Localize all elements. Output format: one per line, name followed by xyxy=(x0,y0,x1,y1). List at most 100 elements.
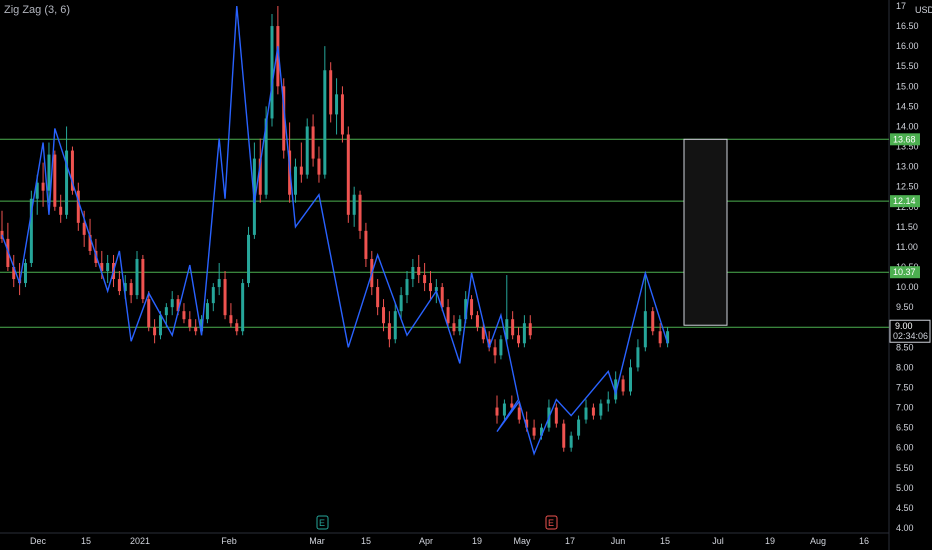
candle-body xyxy=(528,323,532,336)
candle-body xyxy=(299,166,303,175)
indicator-label[interactable]: Zig Zag (3, 6) xyxy=(4,4,71,16)
x-tick-label: Jul xyxy=(712,536,724,546)
candle-body xyxy=(495,407,499,416)
zigzag-line xyxy=(1,5,669,456)
candle-body xyxy=(323,70,327,175)
candle-body xyxy=(376,287,380,308)
level-tag-label: 13.68 xyxy=(893,134,916,144)
candle-body xyxy=(47,154,51,191)
y-tick-label: 4.50 xyxy=(896,503,914,513)
candle-body xyxy=(258,158,262,195)
candle-body xyxy=(517,335,521,344)
candle-body xyxy=(53,154,57,207)
y-tick-label: 11.00 xyxy=(896,242,918,252)
candle-body xyxy=(464,299,468,320)
earnings-marker xyxy=(545,515,558,530)
x-tick-label: May xyxy=(513,536,531,546)
candle-body xyxy=(511,319,515,336)
candle-body xyxy=(510,403,514,408)
x-tick-label: 15 xyxy=(660,536,670,546)
candle-body xyxy=(532,427,536,436)
x-tick-label: 2021 xyxy=(130,536,150,546)
candle-body xyxy=(525,419,529,428)
candle-body xyxy=(340,94,344,135)
level-tag xyxy=(890,195,920,208)
price-tag-value: 9.00 xyxy=(895,321,913,331)
level-tag-label: 10.37 xyxy=(893,267,916,277)
x-tick-label: Jun xyxy=(611,536,626,546)
y-tick-label: 7.50 xyxy=(896,382,914,392)
candle-body xyxy=(577,419,581,436)
y-tick-label: 17 xyxy=(896,1,906,11)
candle-body xyxy=(621,379,625,392)
candle-body xyxy=(311,126,315,159)
candle-body xyxy=(417,267,421,276)
candle-body xyxy=(29,198,33,263)
candle-body xyxy=(129,283,133,296)
y-tick-label: 8.00 xyxy=(896,362,914,372)
candle-body xyxy=(100,262,104,272)
range-box xyxy=(683,138,728,326)
candle-body xyxy=(76,190,80,223)
candle-body xyxy=(41,182,45,191)
candle-body xyxy=(666,331,670,344)
candle-body xyxy=(305,126,309,175)
candle-body xyxy=(35,182,39,199)
y-tick-label: 14.50 xyxy=(896,101,919,111)
candle-body xyxy=(317,158,321,175)
candle-body xyxy=(591,407,595,416)
candle-body xyxy=(606,399,610,404)
candle-body xyxy=(223,279,227,316)
candle-body xyxy=(241,283,245,332)
candle-body xyxy=(636,347,640,368)
y-tick-label: 15.00 xyxy=(896,81,919,91)
candle-body xyxy=(505,319,509,340)
price-tag xyxy=(889,319,931,343)
candle-body xyxy=(643,311,647,348)
candle-body xyxy=(65,150,69,215)
y-tick-label: 16.00 xyxy=(896,41,919,51)
candle-body xyxy=(493,347,497,356)
candle-body xyxy=(293,166,297,195)
candle-body xyxy=(82,222,86,235)
candle-body xyxy=(229,315,233,324)
y-tick-label: 15.50 xyxy=(896,61,919,71)
candle-body xyxy=(629,367,632,392)
candle-body xyxy=(12,267,16,280)
y-tick-label: 8.50 xyxy=(896,342,914,352)
candle-body xyxy=(499,339,503,356)
x-tick-label: 19 xyxy=(472,536,482,546)
y-tick-label: 7.00 xyxy=(896,403,914,413)
candle-body xyxy=(658,331,662,344)
candle-body xyxy=(522,323,526,344)
y-tick-label: 13.50 xyxy=(896,142,919,152)
y-tick-label: 6.50 xyxy=(896,423,914,433)
candle-body xyxy=(434,287,438,292)
y-tick-label: 14.00 xyxy=(896,121,919,131)
candle-body xyxy=(364,230,368,259)
x-tick-label: 17 xyxy=(565,536,575,546)
candle-body xyxy=(147,299,151,328)
candle-body xyxy=(562,423,566,448)
candle-body xyxy=(123,283,127,292)
candle-body xyxy=(584,407,588,420)
x-tick-label: 15 xyxy=(361,536,371,546)
candle-body xyxy=(276,26,280,87)
level-tag xyxy=(890,266,920,279)
y-tick-label: 12.50 xyxy=(896,182,919,192)
candle-body xyxy=(387,323,391,340)
candle-body xyxy=(517,407,521,420)
earnings-marker xyxy=(316,515,329,530)
candle-body xyxy=(70,150,74,191)
candle-body xyxy=(176,299,180,312)
candle-body xyxy=(428,283,432,292)
y-tick-label: 10.00 xyxy=(896,282,919,292)
candle-body xyxy=(502,403,506,416)
candle-body xyxy=(599,403,603,416)
earnings-marker-label: E xyxy=(319,518,325,528)
candle-body xyxy=(399,295,403,312)
y-tick-label: 5.00 xyxy=(896,483,914,493)
candle-body xyxy=(458,319,462,332)
